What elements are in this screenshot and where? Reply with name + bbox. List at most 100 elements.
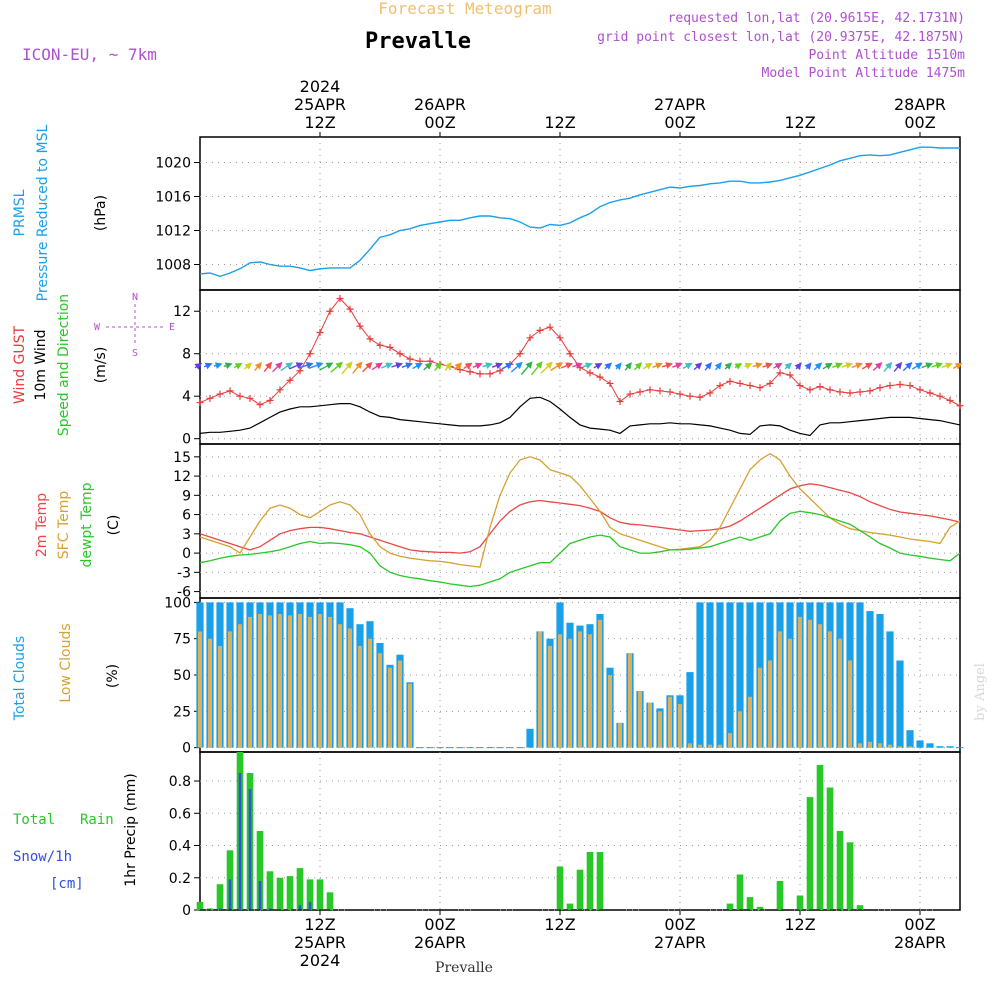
total-clouds-bar	[706, 602, 714, 748]
y-tick-label: 6	[182, 508, 191, 524]
low-clouds-bar	[738, 711, 742, 748]
rain-bar	[256, 831, 264, 910]
rain-bar	[826, 787, 834, 910]
low-clouds-bar	[748, 696, 752, 748]
y-tick-label: 75	[173, 632, 191, 648]
gust-marker	[866, 387, 874, 395]
low-clouds-bar	[798, 616, 802, 748]
wind-direction-arrow	[540, 361, 553, 374]
low-clouds-bar	[908, 746, 912, 748]
low-clouds-bar	[198, 631, 202, 748]
y-tick-label: 4	[182, 389, 191, 405]
low-clouds-bar	[218, 645, 222, 748]
gust-marker	[676, 390, 684, 398]
y-tick-label: 50	[173, 668, 191, 684]
bottom-time-label: 00Z	[664, 915, 695, 934]
total-clouds-bar	[526, 728, 534, 748]
top-title: Forecast Meteogram	[378, 0, 551, 18]
low-clouds-bar	[858, 743, 862, 748]
low-clouds-bar	[398, 660, 402, 748]
bottom-time-label: 27APR	[654, 933, 706, 952]
low-clouds-bar	[718, 744, 722, 748]
low-clouds-bar	[558, 634, 562, 748]
wind-direction-arrow	[550, 362, 564, 372]
gust-marker	[546, 323, 554, 331]
wind-direction-arrow	[952, 362, 963, 370]
rain-bar	[266, 871, 274, 910]
rain-bar	[196, 901, 204, 910]
gust-marker	[406, 355, 414, 363]
clouds-unit-label: (%)	[105, 664, 121, 688]
rain-bar	[556, 866, 564, 910]
precip-unit-label: 1hr Precip (mm)	[123, 773, 139, 886]
rain-bar	[746, 897, 754, 910]
total-clouds-bar	[716, 602, 724, 748]
rain-bar	[276, 877, 284, 910]
rain-bar	[316, 879, 324, 910]
wind-direction-arrow	[254, 362, 263, 372]
legend-rain: Rain	[80, 812, 114, 828]
wind-direction-arrow	[921, 362, 934, 369]
wind-direction-arrow	[704, 362, 712, 371]
gust-marker	[396, 350, 404, 358]
gust-marker	[906, 382, 914, 390]
wind-direction-arrow	[784, 362, 793, 370]
gust-marker	[646, 386, 654, 394]
watermark: by Angel	[973, 663, 988, 721]
total-clouds-bar	[906, 730, 914, 748]
prmsl-line	[199, 146, 960, 278]
gust-marker	[316, 328, 324, 336]
wind-direction-arrow	[501, 362, 513, 370]
gust-marker	[606, 379, 614, 387]
compass-e: E	[169, 322, 175, 333]
wind-direction-arrow	[893, 361, 903, 373]
wind-direction-arrow	[841, 362, 853, 369]
rain-bar	[216, 884, 224, 910]
dewpt-line	[199, 510, 961, 588]
wind-speed-direction-label: Speed and Direction	[56, 294, 72, 436]
wind-panel: 0 4 8 12	[173, 289, 964, 448]
wind-direction-arrow	[911, 362, 923, 370]
top-time-label: 27APR	[654, 95, 706, 114]
low-clouds-bar	[818, 624, 822, 748]
wind-direction-arrow	[872, 362, 883, 372]
total-clouds-bar	[856, 602, 864, 748]
total-clouds-bar	[696, 602, 704, 748]
gust-marker	[836, 388, 844, 396]
wind-direction-arrow	[482, 362, 493, 369]
compass-w: W	[94, 322, 101, 333]
wind-direction-arrow	[510, 361, 523, 373]
gust-marker	[666, 388, 674, 396]
wind-gust-label: Wind GUST	[12, 325, 28, 404]
y-tick-label: 0.8	[169, 774, 191, 790]
gust-marker	[726, 377, 734, 385]
low-clouds-bar	[888, 744, 892, 748]
gust-marker	[276, 386, 284, 394]
snow-bar	[218, 908, 222, 910]
rain-bar	[796, 895, 804, 910]
wind-direction-arrow	[861, 362, 873, 370]
clouds-panel: 0 25 50 75 100	[164, 595, 964, 757]
low-clouds-bar	[368, 638, 372, 748]
wind-direction-arrow	[902, 362, 913, 372]
total-clouds-bar	[926, 743, 934, 748]
y-tick-label: -6	[177, 585, 191, 601]
snow-bar	[308, 901, 312, 910]
place-title: Prevalle	[365, 29, 471, 54]
panel-frame	[199, 443, 961, 599]
rain-bar	[566, 903, 574, 910]
wind-direction-arrow	[371, 362, 383, 371]
low-clouds-bar	[228, 631, 232, 748]
snow-bar	[248, 789, 252, 910]
total-clouds-bar	[946, 746, 954, 748]
wind-direction-arrow	[391, 362, 404, 369]
gust-marker	[236, 392, 244, 400]
snow-bar	[268, 908, 272, 910]
precip-panel: 0 0.2 0.4 0.6 0.8	[169, 751, 961, 919]
gust-line	[199, 297, 961, 407]
rain-bar	[856, 905, 864, 910]
rain-bar	[756, 906, 764, 910]
bottom-time-label: 26APR	[414, 933, 466, 952]
wind-direction-arrow	[423, 362, 433, 371]
